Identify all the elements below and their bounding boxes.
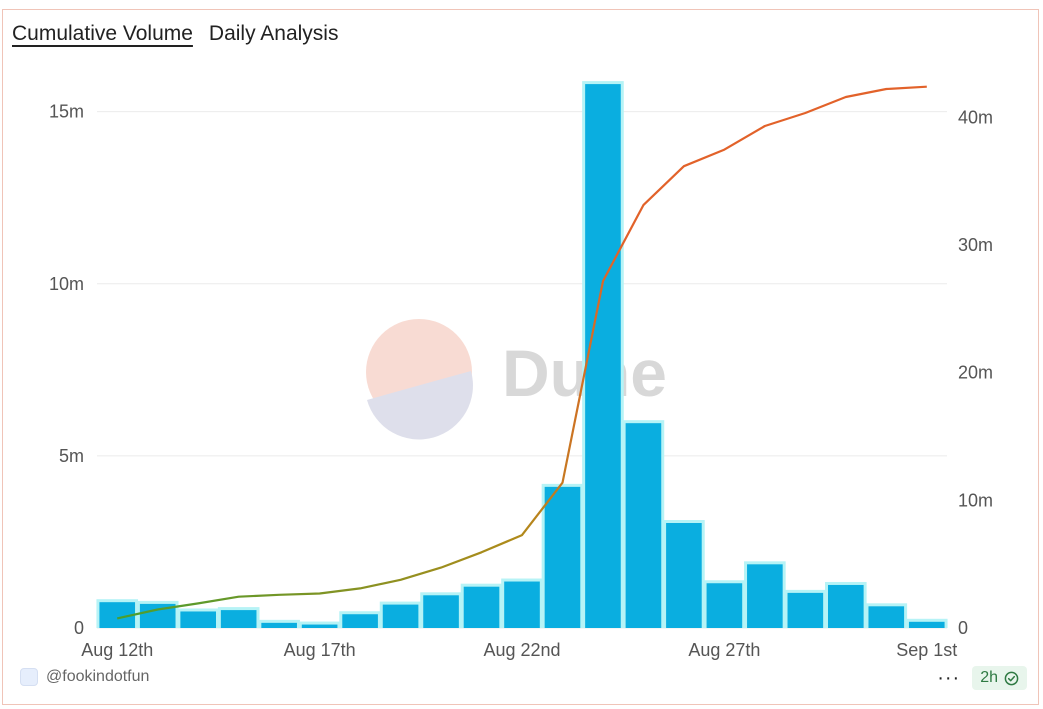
bar[interactable] <box>261 622 297 628</box>
y-right-tick-label: 10m <box>958 490 993 510</box>
refresh-status-badge[interactable]: 2h <box>972 666 1027 690</box>
line-series <box>116 85 927 620</box>
x-tick-label: Aug 12th <box>81 640 153 660</box>
bar[interactable] <box>747 564 783 628</box>
y-right-tick-label: 20m <box>958 363 993 383</box>
bar[interactable] <box>504 581 540 628</box>
more-options-icon[interactable]: ··· <box>937 667 961 689</box>
check-circle-icon <box>1004 671 1019 685</box>
bar[interactable] <box>463 586 500 628</box>
y-left-tick-label: 10m <box>49 274 84 294</box>
bar[interactable] <box>787 592 824 628</box>
bar[interactable] <box>625 423 662 628</box>
x-tick-label: Aug 27th <box>688 640 760 660</box>
x-axis: Aug 12th Aug 17th Aug 22nd Aug 27th Sep 1st <box>81 640 957 660</box>
author-link[interactable]: @fookindotfun <box>46 668 150 685</box>
y-right-tick-label: 40m <box>958 107 993 127</box>
bar[interactable] <box>544 486 581 628</box>
x-tick-label: Sep 1st <box>896 640 957 660</box>
bar[interactable] <box>585 84 621 628</box>
bar[interactable] <box>180 611 216 628</box>
tab-bar: Cumulative Volume Daily Analysis <box>12 22 338 46</box>
y-axis-left: 0 5m 10m 15m <box>49 102 84 638</box>
avatar <box>20 668 38 686</box>
bar[interactable] <box>220 610 257 628</box>
bar[interactable] <box>828 584 864 628</box>
y-left-tick-label: 0 <box>74 618 84 638</box>
bar[interactable] <box>301 624 338 628</box>
bar[interactable] <box>342 614 378 628</box>
bar[interactable] <box>382 604 419 628</box>
y-axis-right: 0 10m 20m 30m 40m <box>958 107 993 638</box>
bar[interactable] <box>868 606 905 628</box>
y-right-tick-label: 0 <box>958 618 968 638</box>
x-tick-label: Aug 17th <box>284 640 356 660</box>
tab-cumulative-volume[interactable]: Cumulative Volume <box>12 22 193 45</box>
bar[interactable] <box>908 621 945 628</box>
y-left-tick-label: 15m <box>49 102 84 122</box>
y-left-tick-label: 5m <box>59 446 84 466</box>
y-right-tick-label: 30m <box>958 235 993 255</box>
refresh-time: 2h <box>980 669 998 686</box>
cumulative-line[interactable] <box>116 85 927 620</box>
x-tick-label: Aug 22nd <box>483 640 560 660</box>
footer-author: @fookindotfun <box>20 668 149 686</box>
bar[interactable] <box>706 583 743 628</box>
bar[interactable] <box>666 523 702 628</box>
tab-daily-analysis[interactable]: Daily Analysis <box>208 22 339 45</box>
dune-logo-shade <box>367 371 473 440</box>
bar[interactable] <box>423 595 459 628</box>
footer-actions: ··· 2h <box>937 666 1027 690</box>
